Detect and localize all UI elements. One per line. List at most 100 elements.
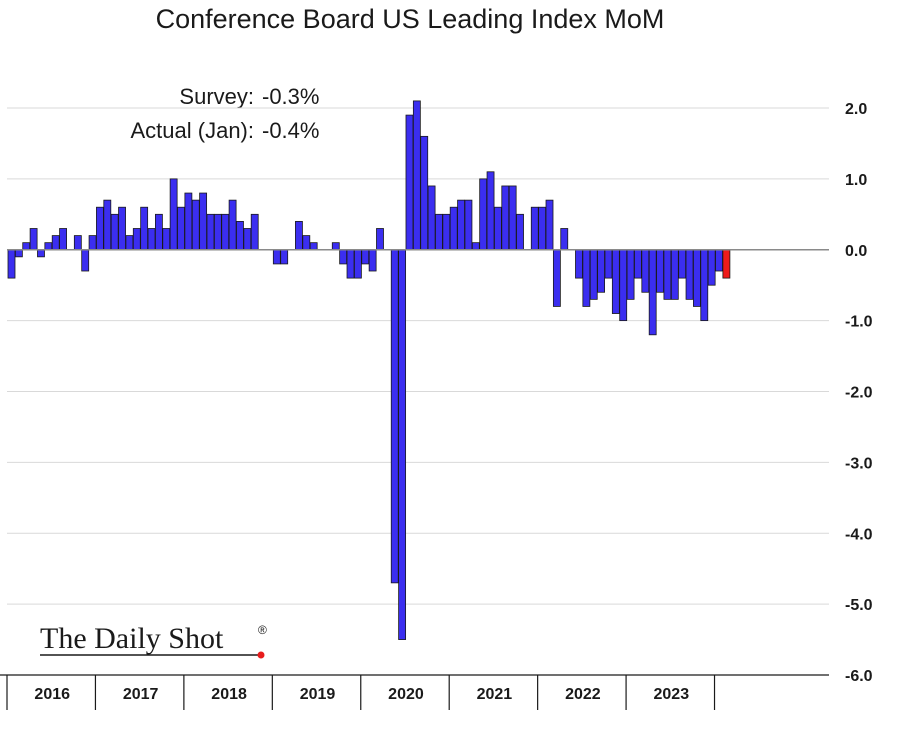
bar xyxy=(346,249,355,279)
bar xyxy=(501,185,510,251)
bar-latest xyxy=(722,249,731,279)
bar xyxy=(420,135,429,251)
bar xyxy=(14,249,23,258)
bar xyxy=(405,114,414,251)
bar xyxy=(552,249,561,307)
x-tick-label: 2021 xyxy=(477,686,513,703)
bar xyxy=(376,228,384,251)
bar xyxy=(51,235,60,251)
actual-value: -0.4% xyxy=(262,118,320,143)
survey-value: -0.3% xyxy=(262,84,320,109)
bar xyxy=(663,249,672,300)
bar xyxy=(634,249,642,279)
bar xyxy=(154,213,163,251)
bar xyxy=(250,213,259,251)
bar xyxy=(545,199,554,251)
survey-label: Survey: xyxy=(179,84,254,109)
y-tick-label: -5.0 xyxy=(845,597,873,614)
bar xyxy=(96,206,104,251)
actual-label: Actual (Jan): xyxy=(130,118,255,143)
bar xyxy=(110,213,119,251)
bar xyxy=(339,249,348,265)
bar xyxy=(103,199,112,251)
bar xyxy=(678,249,687,279)
bar xyxy=(626,249,635,300)
bar xyxy=(693,249,701,307)
bar xyxy=(169,178,178,251)
bar xyxy=(221,213,230,251)
chart-title: Conference Board US Leading Index MoM xyxy=(155,4,665,34)
bar xyxy=(213,213,222,251)
y-tick-label: -2.0 xyxy=(845,385,873,402)
bar xyxy=(486,171,495,251)
x-tick-label: 2019 xyxy=(300,686,336,703)
x-axis: 2016 2017 2018 2019 2020 2021 2022 2023 xyxy=(0,674,829,710)
bar xyxy=(685,249,694,300)
y-tick-label: 0.0 xyxy=(845,243,867,260)
bar xyxy=(427,185,436,251)
bar xyxy=(59,228,67,251)
bar xyxy=(280,249,289,265)
bar xyxy=(619,249,628,322)
bar xyxy=(575,249,583,279)
bar xyxy=(22,242,31,251)
bar xyxy=(177,206,185,251)
x-tick-label: 2022 xyxy=(565,686,601,703)
x-tick-label: 2017 xyxy=(123,686,159,703)
bar xyxy=(656,249,664,293)
bars xyxy=(7,100,731,640)
bar xyxy=(29,228,38,251)
bar xyxy=(449,206,458,251)
bar xyxy=(670,249,679,300)
bar xyxy=(582,249,591,307)
bar xyxy=(368,249,377,272)
bar xyxy=(641,249,650,293)
y-tick-label: -6.0 xyxy=(845,668,873,685)
bar xyxy=(442,213,451,251)
x-tick-label: 2016 xyxy=(34,686,70,703)
bar xyxy=(648,249,657,336)
bar xyxy=(236,220,244,251)
bar xyxy=(471,242,480,251)
bar xyxy=(589,249,598,300)
bar xyxy=(390,249,399,584)
bar xyxy=(206,213,215,251)
bar xyxy=(243,228,252,251)
x-tick-label: 2020 xyxy=(388,686,424,703)
y-tick-label: -3.0 xyxy=(845,455,873,472)
bar xyxy=(508,185,517,251)
bar xyxy=(700,249,709,322)
bar xyxy=(457,199,465,251)
bar xyxy=(604,249,613,279)
watermark-dot xyxy=(257,651,265,659)
bar xyxy=(44,242,53,251)
bar xyxy=(81,249,90,272)
bar xyxy=(140,206,149,251)
bar xyxy=(412,100,421,251)
bar xyxy=(715,249,723,272)
watermark-registered-mark: ® xyxy=(258,623,267,637)
bar xyxy=(7,249,16,279)
bar xyxy=(272,249,281,265)
bar xyxy=(435,213,443,251)
bar xyxy=(191,199,200,251)
bar xyxy=(147,228,156,251)
bar xyxy=(295,220,303,251)
x-tick-label: 2023 xyxy=(654,686,690,703)
y-axis-ticks: 2.0 1.0 0.0 -1.0 -2.0 -3.0 -4.0 -5.0 -6.0 xyxy=(845,101,873,685)
bar xyxy=(707,249,716,286)
bar xyxy=(184,192,193,251)
y-tick-label: -4.0 xyxy=(845,526,873,543)
bar xyxy=(228,199,237,251)
bar xyxy=(516,213,524,251)
bar xyxy=(597,249,605,293)
bar xyxy=(37,249,45,258)
y-tick-label: 1.0 xyxy=(845,172,867,189)
bar xyxy=(309,242,318,251)
bar xyxy=(199,192,208,251)
bar xyxy=(538,206,547,251)
bar xyxy=(302,235,311,251)
watermark-text: The Daily Shot xyxy=(40,622,224,655)
